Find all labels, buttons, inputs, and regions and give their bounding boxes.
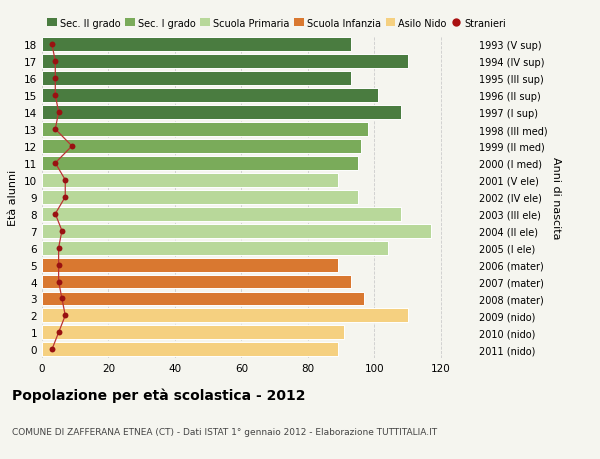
Point <box>50 211 60 218</box>
Bar <box>42 106 401 120</box>
Bar <box>42 342 338 357</box>
Bar <box>42 140 361 154</box>
Bar <box>42 89 377 103</box>
Point <box>61 312 70 319</box>
Bar <box>42 157 358 170</box>
Bar <box>42 275 351 289</box>
Bar <box>42 292 364 306</box>
Point <box>54 109 64 117</box>
Bar <box>42 224 431 238</box>
Point <box>50 126 60 134</box>
Bar <box>42 174 338 187</box>
Point <box>54 329 64 336</box>
Y-axis label: Età alunni: Età alunni <box>8 169 19 225</box>
Point <box>50 160 60 167</box>
Point <box>57 228 67 235</box>
Bar <box>42 309 407 323</box>
Text: Popolazione per età scolastica - 2012: Popolazione per età scolastica - 2012 <box>12 388 305 403</box>
Legend: Sec. II grado, Sec. I grado, Scuola Primaria, Scuola Infanzia, Asilo Nido, Stran: Sec. II grado, Sec. I grado, Scuola Prim… <box>47 19 506 28</box>
Point <box>61 177 70 184</box>
Bar <box>42 72 351 86</box>
Bar <box>42 38 351 52</box>
Text: COMUNE DI ZAFFERANA ETNEA (CT) - Dati ISTAT 1° gennaio 2012 - Elaborazione TUTTI: COMUNE DI ZAFFERANA ETNEA (CT) - Dati IS… <box>12 427 437 436</box>
Point <box>54 261 64 269</box>
Point <box>47 41 57 49</box>
Bar <box>42 258 338 272</box>
Bar <box>42 55 407 69</box>
Point <box>61 194 70 201</box>
Point <box>50 92 60 100</box>
Bar <box>42 326 344 340</box>
Bar <box>42 190 358 204</box>
Point <box>57 295 67 302</box>
Point <box>54 278 64 285</box>
Bar <box>42 241 388 255</box>
Bar <box>42 207 401 221</box>
Point <box>54 245 64 252</box>
Point <box>47 346 57 353</box>
Y-axis label: Anni di nascita: Anni di nascita <box>551 156 562 239</box>
Point <box>50 75 60 83</box>
Point <box>50 58 60 66</box>
Bar <box>42 123 368 137</box>
Point <box>67 143 77 150</box>
